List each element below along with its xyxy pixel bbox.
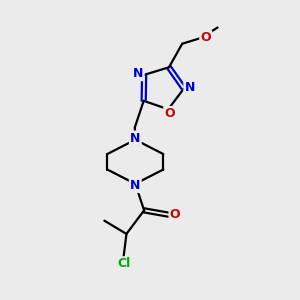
Text: Cl: Cl <box>117 257 130 271</box>
Text: N: N <box>184 81 195 94</box>
Text: N: N <box>130 179 140 192</box>
Text: N: N <box>133 67 143 80</box>
Text: O: O <box>170 208 180 221</box>
Text: N: N <box>130 132 140 145</box>
Text: O: O <box>200 31 211 44</box>
Text: O: O <box>164 107 175 120</box>
